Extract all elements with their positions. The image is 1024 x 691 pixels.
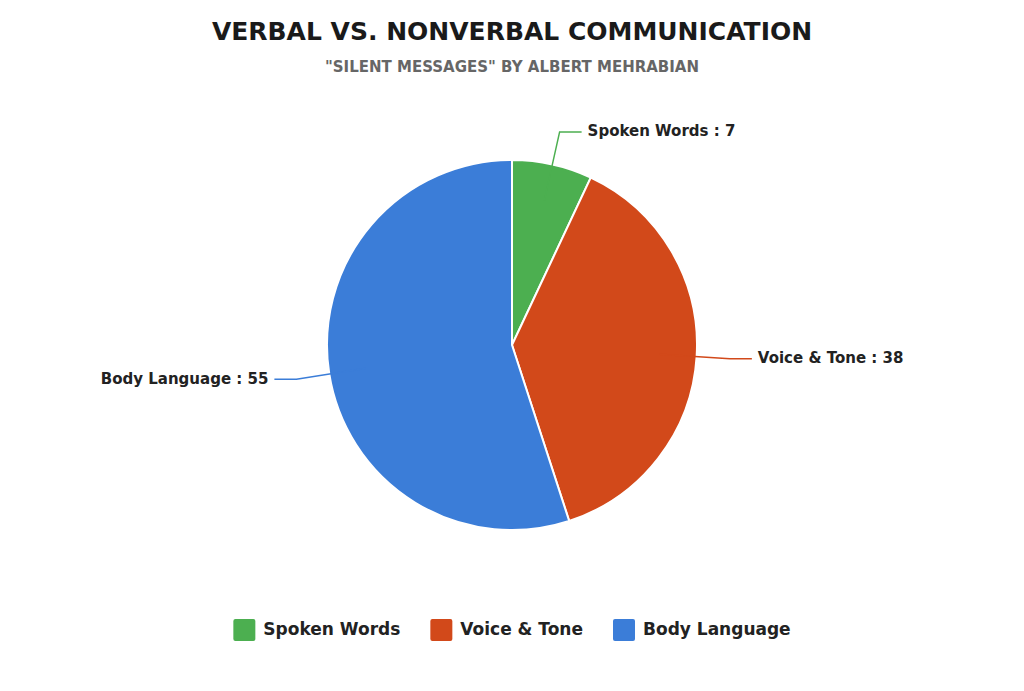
legend-item: Spoken Words bbox=[233, 619, 400, 641]
chart: VERBAL VS. NONVERBAL COMMUNICATION "SILEN… bbox=[0, 0, 1024, 691]
legend-swatch bbox=[430, 619, 452, 641]
legend-item: Body Language bbox=[613, 619, 791, 641]
legend-swatch bbox=[613, 619, 635, 641]
pie bbox=[327, 160, 697, 530]
legend-label: Body Language bbox=[643, 619, 791, 639]
annotation: Voice & Tone : 38 bbox=[758, 349, 904, 367]
background bbox=[0, 0, 1024, 691]
annotation-line bbox=[544, 132, 581, 201]
legend-label: Voice & Tone bbox=[460, 619, 583, 639]
annotation: Spoken Words : 7 bbox=[588, 122, 736, 140]
legend-swatch bbox=[233, 619, 255, 641]
legend-label: Spoken Words bbox=[263, 619, 400, 639]
legend: Spoken Words Voice & Tone Body Language bbox=[233, 619, 790, 641]
pie-slice bbox=[327, 160, 569, 530]
annotation-line bbox=[274, 368, 365, 379]
subtitle: "SILENT MESSAGES" BY ALBERT MEHRABIAN bbox=[325, 58, 699, 76]
annotation-line bbox=[660, 354, 752, 358]
annotation: Body Language : 55 bbox=[101, 370, 269, 388]
legend-item: Voice & Tone bbox=[430, 619, 583, 641]
title: VERBAL VS. NONVERBAL COMMUNICATION bbox=[212, 17, 812, 46]
